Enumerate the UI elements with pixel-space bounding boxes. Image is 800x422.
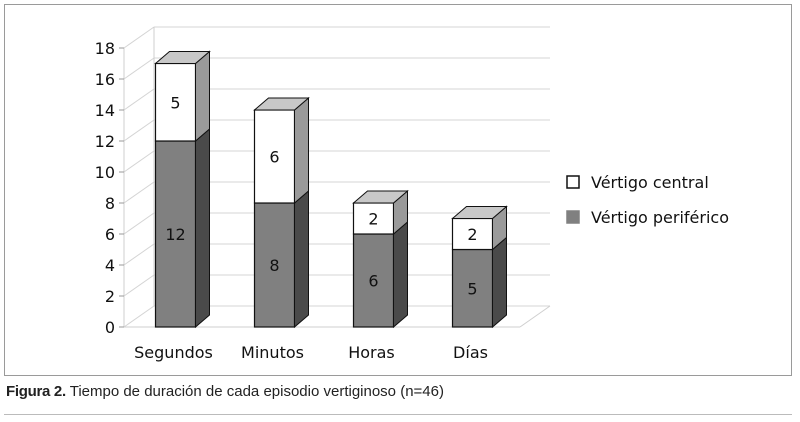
data-label-3-1: 2: [467, 225, 477, 244]
bar-0-0: [154, 140, 197, 328]
bar-side-1-1: [294, 96, 309, 205]
bar-side-2-0: [393, 220, 408, 329]
data-label-2-1: 2: [368, 210, 378, 229]
bar-0-1: [154, 62, 197, 142]
x-tick-label-0: Segundos: [134, 343, 213, 362]
data-label-1-1: 6: [269, 148, 279, 167]
gridline-side-8: [123, 57, 155, 80]
y-tick-label-5: 10: [95, 163, 115, 182]
bar-1-0: [253, 202, 296, 328]
x-tick-label-3: Días: [453, 343, 488, 362]
figure-caption: Figura 2. Tiempo de duración de cada epi…: [6, 383, 444, 400]
y-tick-label-6: 12: [95, 132, 115, 151]
legend-label-0: Vértigo central: [591, 173, 709, 192]
y-tick-label-9: 18: [95, 39, 115, 58]
data-label-1-0: 8: [269, 256, 279, 275]
bar-2-0: [352, 233, 395, 328]
gridline-side-7: [123, 88, 155, 111]
data-label-2-0: 6: [368, 272, 378, 291]
y-tick-label-1: 2: [105, 287, 115, 306]
gridline-side-2: [123, 243, 155, 266]
gridline-side-9: [123, 26, 155, 49]
bar-side-1-0: [294, 189, 309, 329]
stacked-bar-chart: 0 2 4 6 8 10 12 14 16 18 12 5 Segundos 8 6 Minutos 6 2 Hor…: [95, 26, 729, 362]
bar-top-2: [352, 190, 409, 204]
y-tick-label-0: 0: [105, 318, 115, 337]
figure-label: Figura 2.: [6, 383, 66, 400]
data-label-3-0: 5: [467, 279, 477, 298]
legend-label-1: Vértigo periférico: [591, 208, 729, 227]
gridline-side-4: [123, 181, 155, 204]
bar-side-0-1: [195, 50, 210, 143]
bar-top-3: [451, 206, 508, 219]
bar-top-0: [154, 51, 211, 64]
gridline-side-3: [123, 212, 155, 235]
gridline-side-1: [123, 274, 155, 297]
bar-side-3-0: [492, 236, 507, 329]
y-tick-label-4: 8: [105, 194, 115, 213]
y-tick-label-3: 6: [105, 225, 115, 244]
gridline-side-0: [123, 305, 155, 328]
caption-divider: [4, 414, 792, 415]
floor-right-edge: [519, 305, 551, 328]
figure-caption-text: Tiempo de duración de cada episodio vert…: [65, 383, 444, 400]
data-label-0-1: 5: [170, 93, 180, 112]
bar-3-0: [451, 248, 494, 328]
data-label-0-0: 12: [165, 225, 185, 244]
y-tick-label-7: 14: [95, 101, 115, 120]
bar-3-1: [451, 217, 494, 251]
x-tick-label-2: Horas: [348, 343, 395, 362]
legend-swatch-1: [566, 210, 580, 224]
bar-top-1: [253, 97, 310, 111]
legend-swatch-0: [566, 175, 580, 189]
y-tick-label-8: 16: [95, 70, 115, 89]
y-tick-label-2: 4: [105, 256, 115, 275]
bar-side-0-0: [195, 127, 210, 329]
x-tick-label-1: Minutos: [241, 343, 304, 362]
gridline-side-6: [123, 119, 155, 142]
gridline-side-5: [123, 150, 155, 173]
